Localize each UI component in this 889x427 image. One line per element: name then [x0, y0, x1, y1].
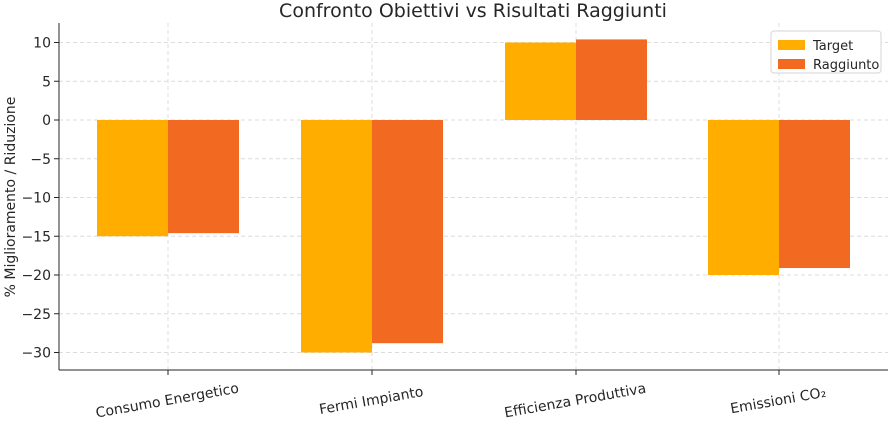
bars [97, 39, 850, 353]
y-tick-label: −20 [21, 268, 51, 284]
legend-swatch-raggiunto [778, 59, 805, 69]
x-tick-label: Efficienza Produttiva [503, 381, 647, 422]
chart-title: Confronto Obiettivi vs Risultati Raggiun… [279, 0, 667, 22]
x-ticks: Consumo Energetico Fermi Impianto Efficien… [95, 370, 827, 422]
y-tick-label: 0 [42, 113, 51, 129]
y-tick-label: 10 [33, 36, 51, 52]
y-tick-label: −15 [21, 229, 51, 245]
bar-target-4 [708, 120, 779, 275]
legend-label-target: Target [812, 39, 853, 54]
bar-target-1 [97, 120, 168, 237]
legend-label-raggiunto: Raggiunto [813, 58, 879, 73]
bar-raggiunto-3 [576, 39, 647, 120]
legend: Target Raggiunto [770, 30, 882, 74]
y-tick-label: 5 [42, 74, 51, 90]
x-tick-label: Emissioni CO₂ [729, 385, 827, 418]
bar-raggiunto-4 [779, 120, 850, 269]
x-tick-label: Fermi Impianto [318, 384, 425, 418]
y-tick-label: −10 [21, 191, 51, 207]
bar-raggiunto-2 [372, 120, 443, 344]
bar-target-2 [301, 120, 372, 353]
y-ticks: 10 5 0 −5 −10 −15 −20 −25 −30 [21, 36, 59, 362]
x-tick-label: Consumo Energetico [95, 381, 241, 422]
y-tick-label: −25 [21, 307, 51, 323]
y-axis-label: % Miglioramento / Riduzione [3, 97, 19, 298]
bar-target-3 [505, 42, 576, 120]
y-tick-label: −5 [30, 152, 51, 168]
bar-raggiunto-1 [168, 120, 239, 234]
legend-swatch-target [778, 40, 805, 50]
y-tick-label: −30 [21, 346, 51, 362]
